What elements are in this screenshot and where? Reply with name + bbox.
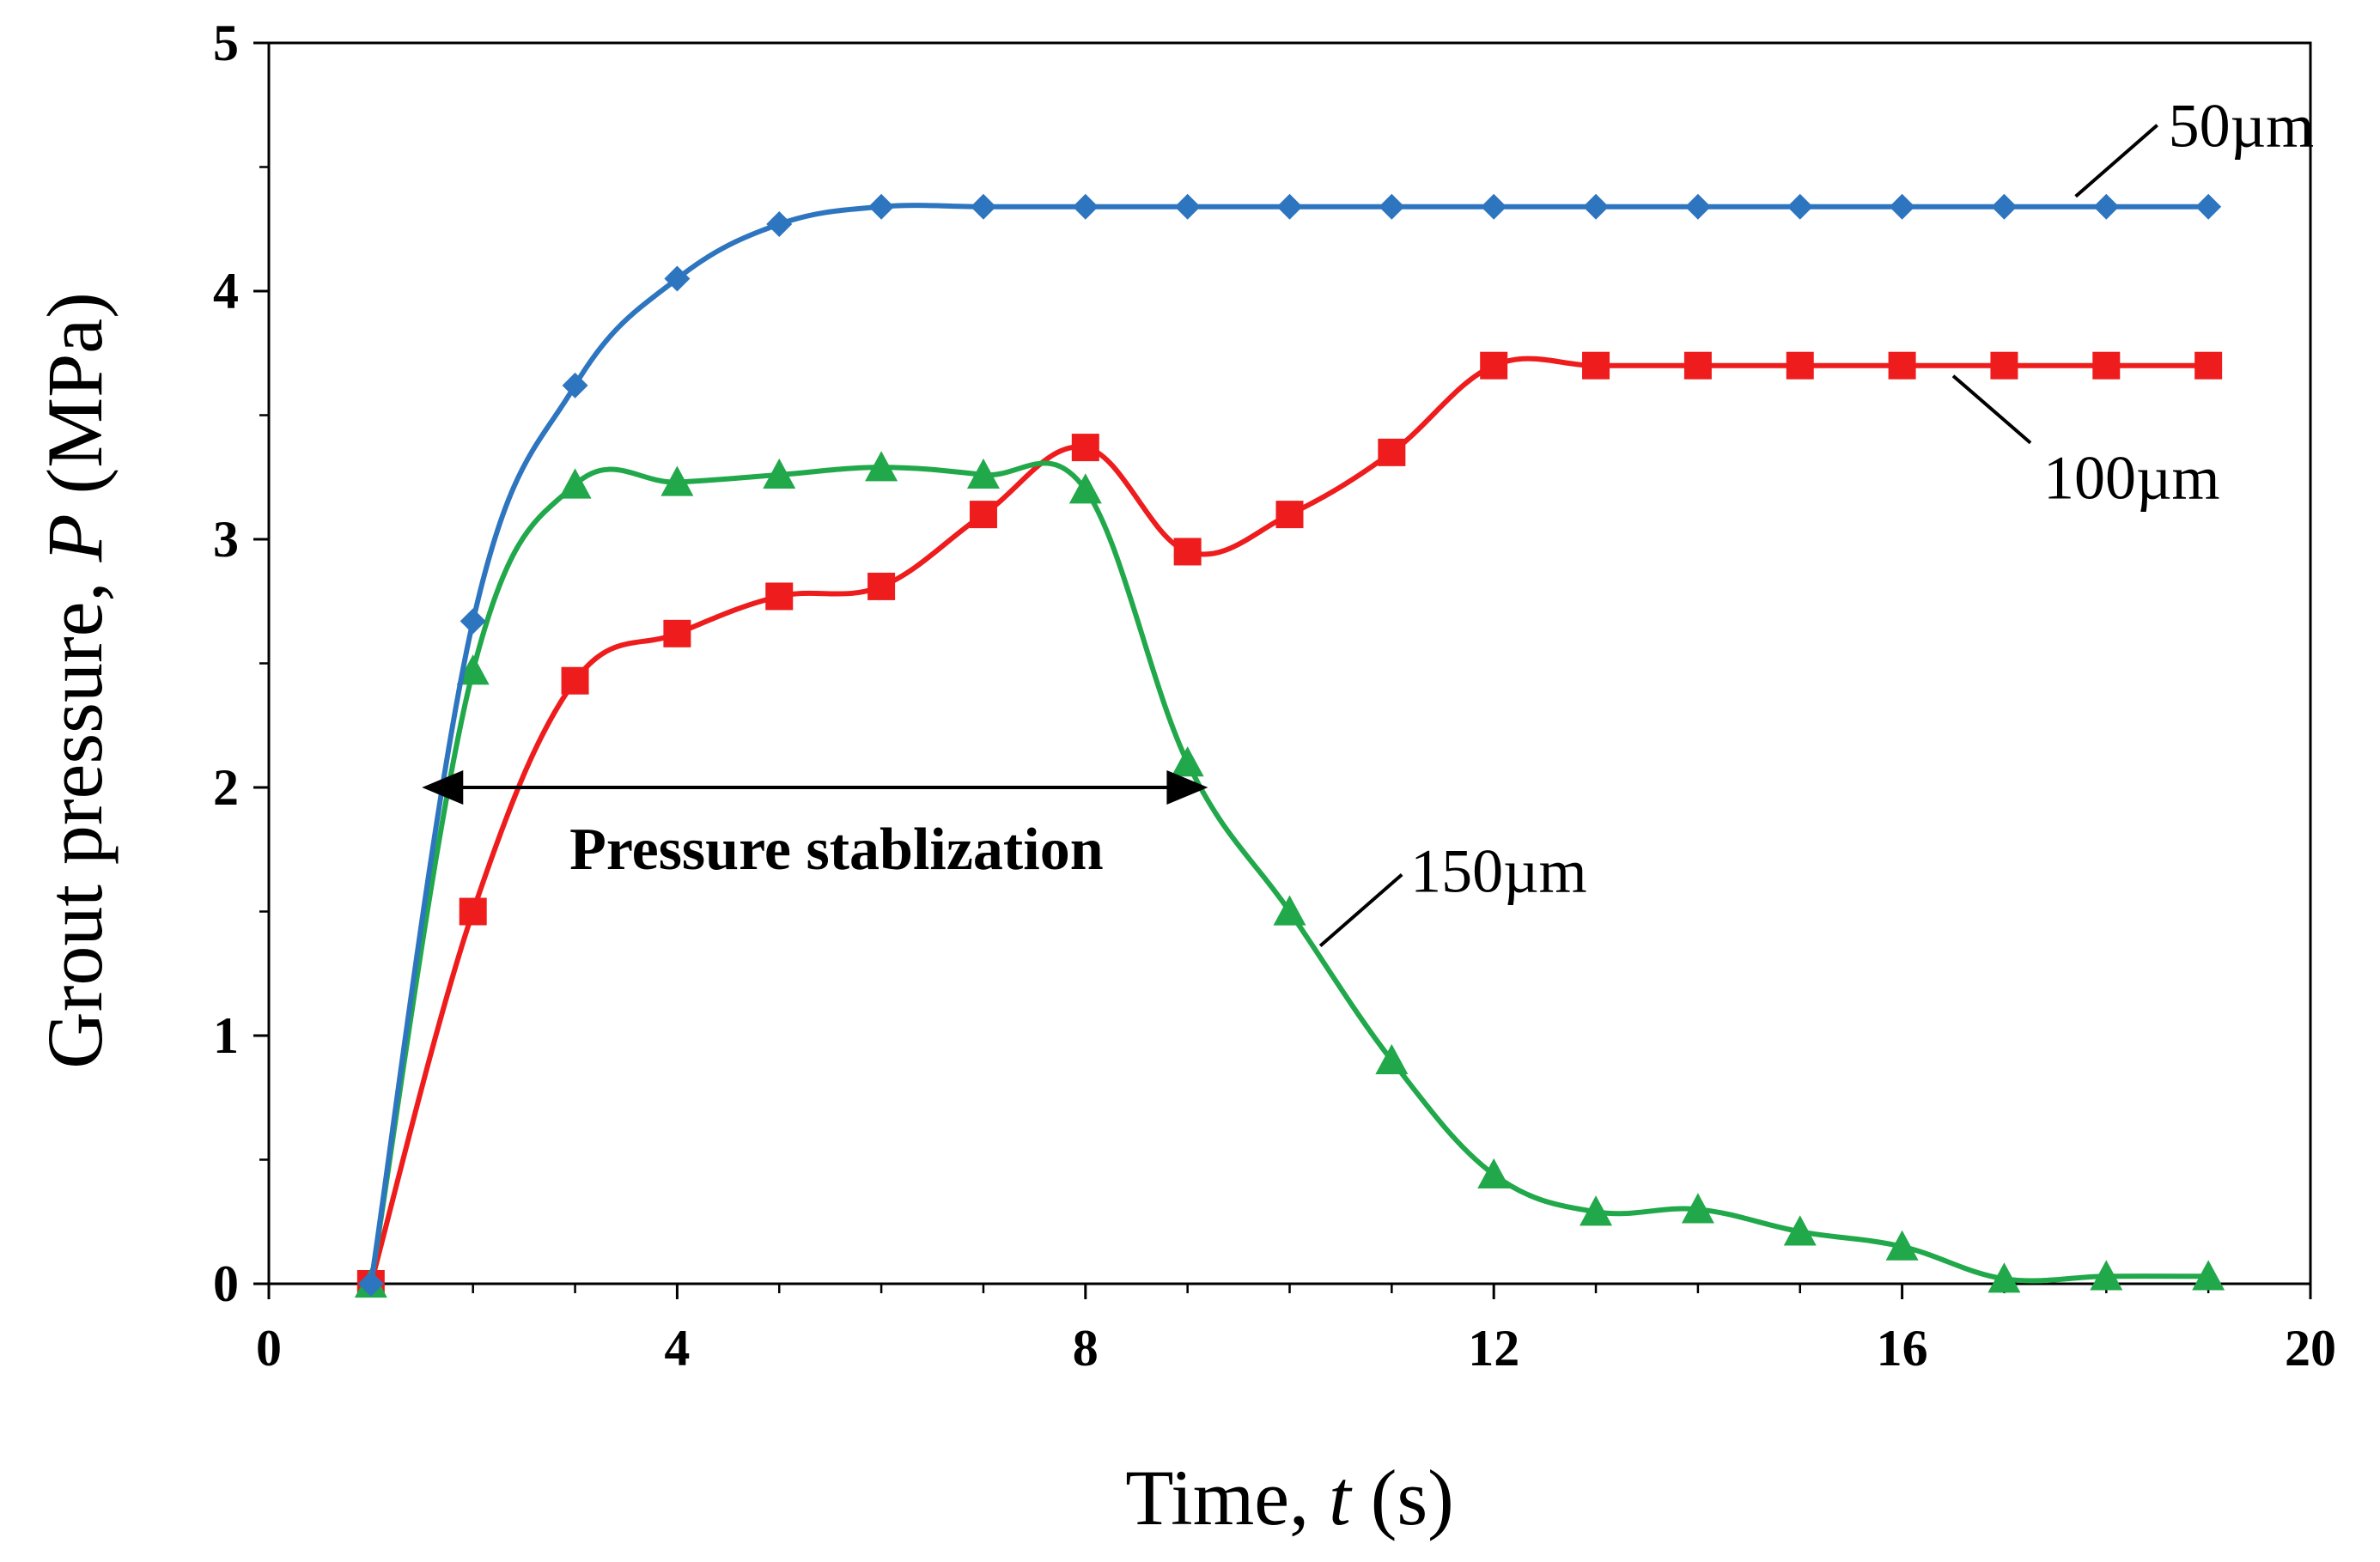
data-point-square: [1378, 438, 1406, 466]
data-point-diamond: [357, 1271, 384, 1297]
arrow-head-left: [422, 770, 464, 805]
x-tick-label: 12: [1468, 1320, 1519, 1377]
data-point-square: [765, 582, 794, 611]
data-point-triangle: [865, 451, 898, 482]
series-layer: [354, 193, 2225, 1298]
x-tick-label: 0: [256, 1320, 282, 1377]
data-point-triangle: [1171, 746, 1204, 777]
data-point-triangle: [1375, 1043, 1409, 1075]
stabilization-label: Pressure stablization: [569, 817, 1104, 883]
data-point-diamond: [1072, 193, 1099, 220]
data-point-diamond: [1481, 193, 1507, 220]
data-point-diamond: [460, 608, 486, 635]
data-point-square: [1990, 351, 2018, 380]
data-point-square: [561, 666, 589, 695]
data-point-diamond: [2195, 193, 2222, 220]
y-axis-title-part: Grout pressure,: [31, 562, 119, 1069]
y-axis-title-part: P: [31, 514, 119, 562]
data-point-diamond: [1583, 193, 1610, 220]
x-axis-title: Time, t (s): [1125, 1454, 1454, 1541]
data-point-square: [2194, 351, 2223, 380]
x-tick-label: 16: [1877, 1320, 1928, 1377]
series-triangle-group: [354, 451, 2225, 1298]
y-tick-label: 1: [213, 1007, 239, 1064]
y-tick-label: 0: [213, 1255, 239, 1312]
data-point-square: [1888, 351, 1916, 380]
data-point-triangle: [1580, 1195, 1613, 1226]
y-tick-label: 2: [213, 759, 239, 816]
data-point-diamond: [1889, 193, 1915, 220]
data-point-square: [1275, 501, 1304, 529]
data-point-diamond: [1276, 193, 1303, 220]
data-point-square: [867, 572, 896, 600]
x-axis-title-part: Time,: [1125, 1454, 1329, 1541]
data-point-triangle: [966, 458, 1000, 489]
x-tick-label: 4: [664, 1320, 690, 1377]
series-leader-line: [2074, 124, 2158, 198]
data-point-square: [1173, 538, 1202, 566]
data-point-triangle: [1885, 1230, 1919, 1261]
series-square-group: [356, 351, 2223, 1298]
data-point-diamond: [970, 193, 996, 220]
y-tick-label: 4: [213, 263, 239, 319]
x-tick-label: 20: [2285, 1320, 2336, 1377]
data-point-diamond: [766, 210, 793, 237]
data-point-square: [969, 501, 997, 529]
data-point-triangle: [1987, 1262, 2021, 1293]
data-point-square: [1683, 351, 1712, 380]
data-point-square: [2092, 351, 2121, 380]
data-point-triangle: [558, 468, 592, 499]
data-point-triangle: [1068, 473, 1102, 504]
series-diamond-group: [357, 193, 2222, 1297]
data-point-triangle: [456, 654, 490, 685]
data-point-triangle: [1273, 895, 1306, 926]
data-point-triangle: [2090, 1260, 2123, 1291]
x-tick-label: 8: [1073, 1320, 1099, 1377]
data-point-diamond: [1379, 193, 1405, 220]
y-tick-label: 3: [213, 511, 239, 568]
data-point-square: [1582, 351, 1610, 380]
data-point-triangle: [1681, 1193, 1714, 1224]
arrow-head-right: [1166, 770, 1208, 805]
data-point-triangle: [1783, 1215, 1817, 1246]
data-point-square: [663, 619, 691, 647]
data-point-square: [459, 897, 487, 926]
data-point-diamond: [868, 193, 895, 220]
data-point-diamond: [1991, 193, 2018, 220]
data-point-triangle: [2192, 1260, 2225, 1291]
annotations: Pressure stablization: [422, 770, 1208, 883]
data-point-triangle: [660, 465, 694, 496]
series-label: 50µm: [2169, 92, 2315, 161]
series-label: 150µm: [1410, 837, 1587, 906]
series-leader-line: [1318, 873, 1403, 948]
labels: 50µm 100µm 150µm: [1318, 92, 2315, 948]
data-point-diamond: [1787, 193, 1813, 220]
data-point-square: [1786, 351, 1814, 380]
series-leader-line: [1951, 374, 2032, 445]
x-axis-title-part: (s): [1351, 1454, 1454, 1541]
y-tick-label: 5: [213, 15, 239, 71]
data-point-diamond: [1174, 193, 1201, 220]
data-point-triangle: [763, 458, 796, 489]
data-point-diamond: [562, 372, 588, 398]
data-point-square: [1480, 351, 1508, 380]
data-point-triangle: [1477, 1158, 1511, 1188]
data-point-diamond: [664, 265, 691, 292]
data-point-diamond: [2093, 193, 2120, 220]
y-axis-title-part: (MPa): [31, 292, 119, 514]
x-axis-title-part: t: [1329, 1454, 1353, 1541]
y-axis-title: Grout pressure, P (MPa): [31, 292, 119, 1068]
data-point-square: [1071, 434, 1099, 462]
data-point-diamond: [1684, 193, 1711, 220]
series-label: 100µm: [2043, 444, 2220, 513]
